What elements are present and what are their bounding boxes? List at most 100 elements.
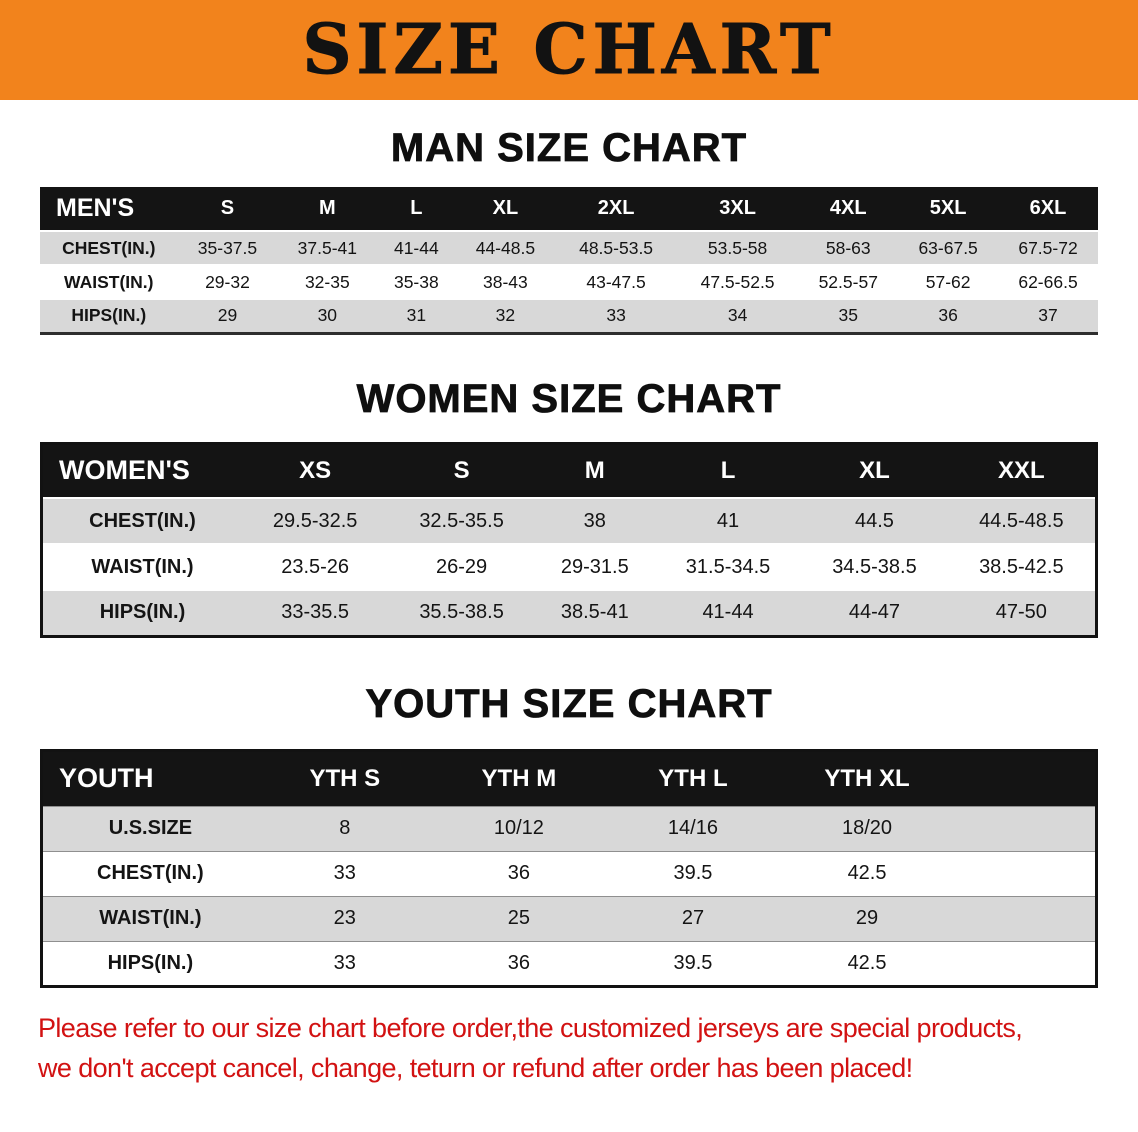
value-cell: 37.5-41 — [297, 237, 357, 258]
value-cell: 44.5 — [854, 509, 894, 532]
women-section: WOMEN SIZE CHART WOMEN'S XS S M L XL XXL CHEST(… — [0, 335, 1138, 638]
value-cell: 67.5-72 — [1018, 237, 1078, 258]
header-row: MEN'S S M L XL 2XL 3XL 4XL 5XL 6XL — [40, 187, 1098, 231]
row-label-cell: CHEST(IN.) — [62, 237, 156, 258]
disclaimer-line-2: we don't accept cancel, change, teturn o… — [38, 1053, 913, 1083]
row-label-cell: CHEST(IN.) — [97, 862, 204, 884]
size-header-cell: 6XL — [998, 187, 1098, 231]
size-header-cell: M — [534, 443, 655, 498]
value-cell: 38 — [583, 509, 606, 532]
disclaimer: Please refer to our size chart before or… — [38, 1008, 1100, 1089]
value-cell: 23 — [333, 907, 356, 929]
size-header-cell: 4XL — [798, 187, 899, 231]
size-header-cell: XXL — [947, 443, 1097, 498]
value-cell: 35-37.5 — [197, 237, 258, 258]
value-cell: 35.5-38.5 — [419, 601, 504, 624]
value-cell: 33-35.5 — [281, 601, 350, 624]
header-row: YOUTH YTH S YTH M YTH L YTH XL — [41, 750, 1097, 806]
size-header-cell: YTH S — [257, 750, 432, 806]
value-cell: 29-32 — [205, 271, 250, 292]
value-cell: 47-50 — [995, 601, 1047, 624]
value-cell: 38.5-41 — [560, 601, 629, 624]
table-row: WAIST(IN.) 23 25 27 29 — [41, 896, 1097, 941]
value-cell: 8 — [339, 817, 351, 839]
size-header-cell: 5XL — [898, 187, 999, 231]
row-label-cell: HIPS(IN.) — [99, 601, 186, 624]
size-header-cell: XL — [801, 443, 948, 498]
table-title-cell: YOUTH — [41, 750, 258, 806]
value-cell: 29 — [855, 907, 879, 929]
value-cell: 53.5-58 — [707, 237, 768, 258]
value-cell: 35 — [838, 305, 858, 326]
filler-cell — [954, 896, 1096, 941]
value-cell: 41 — [716, 509, 740, 532]
value-cell: 44.5-48.5 — [979, 509, 1064, 532]
value-cell: 41-44 — [393, 237, 439, 258]
value-cell: 10/12 — [493, 817, 544, 839]
size-header-cell: L — [654, 443, 802, 498]
disclaimer-line-1: Please refer to our size chart before or… — [38, 1012, 1023, 1043]
value-cell: 38.5-42.5 — [979, 555, 1064, 578]
size-header-cell: YTH M — [431, 750, 606, 806]
value-cell: 33 — [333, 862, 356, 884]
value-cell: 32.5-35.5 — [419, 509, 504, 532]
table-row: CHEST(IN.) 29.5-32.5 32.5-35.5 38 41 44.5 44.5… — [41, 498, 1097, 544]
value-cell: 33 — [606, 305, 626, 326]
row-label-cell: WAIST(IN.) — [91, 555, 194, 578]
men-section-heading: MAN SIZE CHART — [390, 126, 748, 171]
value-cell: 48.5-53.5 — [579, 237, 654, 258]
value-cell: 36 — [507, 951, 530, 974]
youth-section-heading: YOUTH SIZE CHART — [365, 681, 773, 726]
men-section: MAN SIZE CHART MEN'S S M L XL 2XL 3XL 4XL 5XL 6XL… — [0, 100, 1138, 335]
row-label-cell: WAIST(IN.) — [99, 907, 202, 929]
table-row: HIPS(IN.) 33 36 39.5 42.5 — [41, 941, 1097, 986]
value-cell: 34 — [727, 305, 748, 326]
value-cell: 25 — [507, 907, 530, 929]
value-cell: 37 — [1038, 305, 1058, 326]
banner: SIZE CHART — [0, 0, 1138, 100]
size-chart-page: SIZE CHART MAN SIZE CHART MEN'S S M L XL 2XL 3… — [0, 0, 1138, 1089]
value-cell: 58-63 — [825, 237, 871, 258]
value-cell: 32-35 — [304, 271, 350, 292]
value-cell: 39.5 — [673, 951, 713, 974]
value-cell: 34.5-38.5 — [832, 555, 917, 578]
filler-cell — [954, 941, 1096, 986]
size-header-cell: XL — [455, 187, 556, 231]
row-label-cell: U.S.SIZE — [108, 817, 193, 839]
size-header-cell: L — [377, 187, 456, 231]
women-section-heading: WOMEN SIZE CHART — [356, 376, 782, 421]
table-row: CHEST(IN.) 33 36 39.5 42.5 — [41, 851, 1097, 896]
value-cell: 62-66.5 — [1018, 271, 1078, 292]
value-cell: 42.5 — [847, 951, 887, 974]
value-cell: 35-38 — [393, 271, 439, 292]
women-size-table: WOMEN'S XS S M L XL XXL CHEST(IN.) 29.5-32.5 32.5… — [40, 441, 1098, 638]
value-cell: 39.5 — [673, 862, 713, 884]
value-cell: 38-43 — [483, 271, 528, 292]
header-row: WOMEN'S XS S M L XL XXL — [41, 443, 1097, 498]
value-cell: 26-29 — [435, 555, 488, 578]
youth-size-table: YOUTH YTH S YTH M YTH L YTH XL U.S.SIZE 8 10/12… — [40, 748, 1098, 988]
youth-section: YOUTH SIZE CHART YOUTH YTH S YTH M YTH L YTH… — [0, 638, 1138, 988]
filler-cell — [954, 750, 1097, 806]
value-cell: 63-67.5 — [918, 237, 978, 258]
value-cell: 23.5-26 — [281, 555, 350, 578]
value-cell: 32 — [495, 305, 516, 326]
value-cell: 52.5-57 — [818, 271, 878, 292]
table-row: CHEST(IN.) 35-37.5 37.5-41 41-44 44-48.5 48.5… — [40, 231, 1098, 265]
size-header-cell: M — [277, 187, 378, 231]
table-title-cell: WOMEN'S — [41, 443, 242, 498]
value-cell: 47.5-52.5 — [700, 271, 775, 292]
value-cell: 43-47.5 — [586, 271, 646, 292]
size-header-cell: 3XL — [676, 187, 799, 231]
value-cell: 44-48.5 — [475, 237, 536, 258]
value-cell: 36 — [938, 305, 958, 326]
row-label-cell: CHEST(IN.) — [89, 509, 196, 532]
value-cell: 29 — [217, 305, 238, 326]
row-label-cell: HIPS(IN.) — [107, 951, 194, 974]
table-row: U.S.SIZE 8 10/12 14/16 18/20 — [41, 806, 1097, 851]
value-cell: 31.5-34.5 — [685, 555, 771, 578]
value-cell: 42.5 — [847, 862, 887, 884]
value-cell: 36 — [507, 862, 530, 884]
value-cell: 57-62 — [925, 271, 971, 292]
row-label-cell: WAIST(IN.) — [64, 271, 154, 292]
